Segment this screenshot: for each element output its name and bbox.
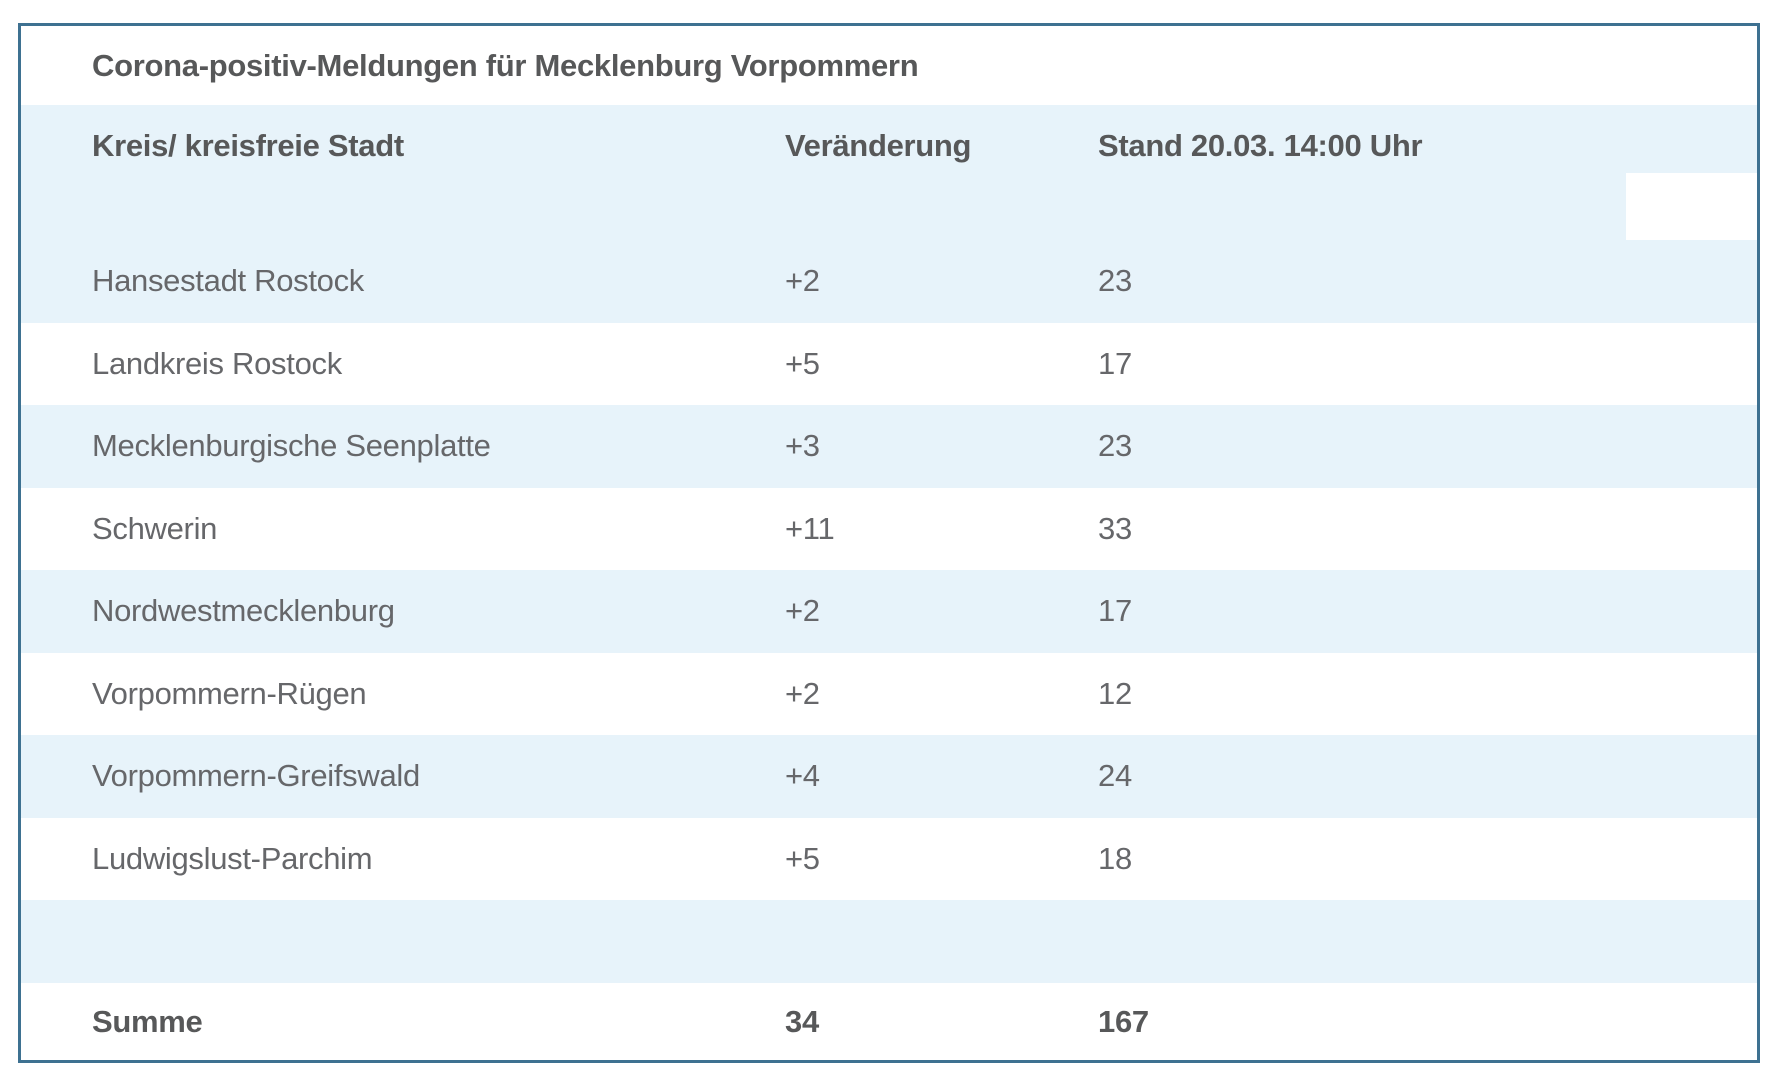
table-row: Nordwestmecklenburg +2 17 [21,570,1757,653]
row-count-value: 23 [1098,428,1132,463]
row-count-value: 24 [1098,758,1132,793]
table-row: Ludwigslust-Parchim +5 18 [21,817,1757,900]
table-row: Mecklenburgische Seenplatte +3 23 [21,405,1757,488]
summary-label: Summe [92,1004,203,1039]
row-change-value: +4 [785,758,820,793]
row-kreis-name: Landkreis Rostock [92,345,342,381]
row-kreis-name: Nordwestmecklenburg [92,593,395,628]
corona-report-table-card: Corona-positiv-Meldungen für Mecklenburg… [18,23,1760,1063]
row-kreis-name: Hansestadt Rostock [92,263,365,298]
row-kreis-name: Ludwigslust-Parchim [92,840,373,876]
row-count-value: 23 [1098,263,1132,298]
table-title: Corona-positiv-Meldungen für Mecklenburg… [21,26,1757,105]
spacer-row [21,900,1757,983]
table-header-row: Kreis/ kreisfreie Stadt Veränderung Stan… [21,105,1757,240]
column-header-kreis: Kreis/ kreisfreie Stadt [92,128,404,163]
row-kreis-name: Schwerin [92,510,218,546]
table-row: Landkreis Rostock +5 17 [21,322,1757,405]
table-row: Vorpommern-Greifswald +4 24 [21,735,1757,818]
row-kreis-name: Vorpommern-Rügen [92,675,367,711]
table-row: Hansestadt Rostock +2 23 [21,240,1757,323]
row-change-value: +3 [785,428,820,463]
row-change-value: +5 [785,345,820,381]
row-change-value: +2 [785,263,820,298]
summary-row: Summe 34 167 [21,983,1757,1060]
table-body: Hansestadt Rostock +2 23 Landkreis Rosto… [21,240,1757,900]
table-row: Schwerin +11 33 [21,487,1757,570]
row-count-value: 18 [1098,840,1132,876]
row-kreis-name: Vorpommern-Greifswald [92,758,420,793]
column-header-stand: Stand 20.03. 14:00 Uhr [1098,128,1423,163]
row-kreis-name: Mecklenburgische Seenplatte [92,428,491,463]
row-count-value: 12 [1098,675,1132,711]
row-count-value: 17 [1098,593,1132,628]
table-row: Vorpommern-Rügen +2 12 [21,652,1757,735]
row-change-value: +2 [785,593,820,628]
row-count-value: 33 [1098,510,1132,546]
row-change-value: +11 [785,510,835,546]
row-change-value: +5 [785,840,820,876]
summary-count-value: 167 [1098,1004,1149,1039]
header-white-patch [1626,173,1757,240]
summary-change-value: 34 [785,1004,819,1039]
column-header-veraenderung: Veränderung [785,128,972,163]
row-count-value: 17 [1098,345,1132,381]
row-change-value: +2 [785,675,820,711]
